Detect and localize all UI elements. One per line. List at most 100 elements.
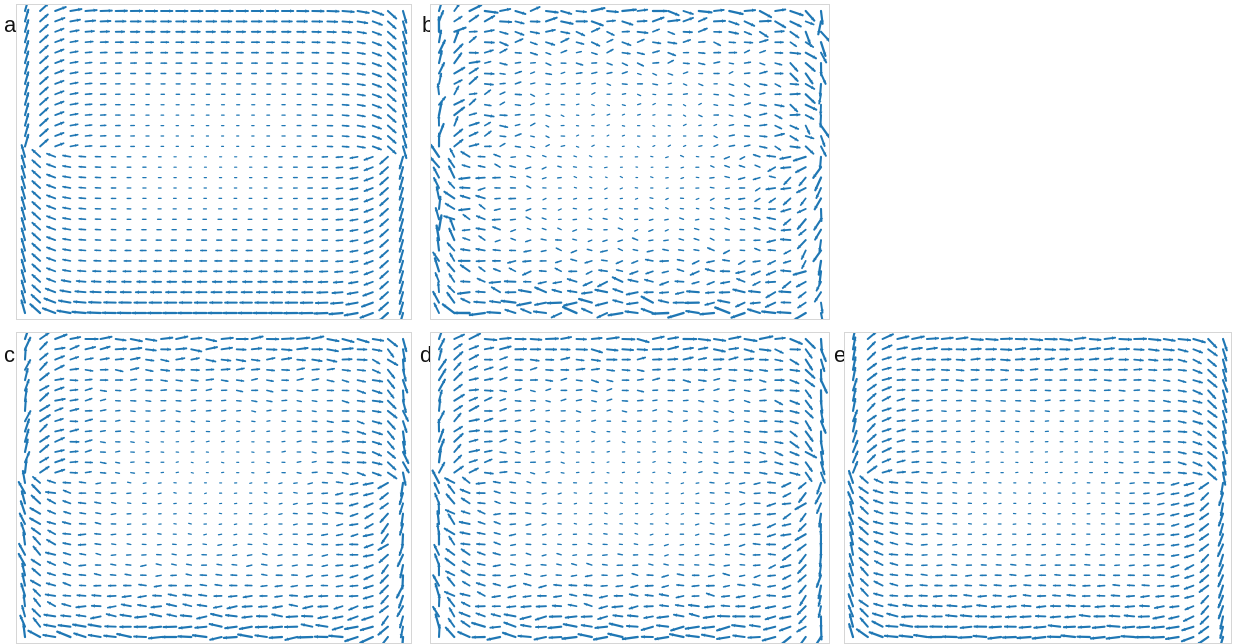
vector-arrow-head [779, 51, 783, 55]
vector-arrow-head [307, 218, 310, 221]
vector-arrow-head [392, 404, 396, 409]
vector-arrow-head [20, 270, 25, 274]
vector-arrow-head [795, 82, 799, 86]
vector-arrow-head [610, 63, 613, 66]
vector-arrow-head [158, 492, 160, 495]
vector-arrow-head [332, 30, 336, 34]
vector-arrow-head [764, 70, 767, 74]
vector-arrow-head [403, 377, 407, 381]
vector-arrow-head [392, 35, 396, 39]
vector-arrow-head [769, 199, 773, 203]
vector-arrow-head [201, 239, 204, 242]
vector-arrow-head [695, 187, 697, 189]
vector-arrow-head [299, 400, 302, 403]
vector-arrow-head [687, 380, 691, 383]
vector-arrow-head [392, 97, 396, 102]
vector-arrow-head [134, 300, 138, 305]
vector-arrow-head [781, 228, 785, 232]
vector-arrow-head [753, 154, 757, 157]
vector-arrow-head [193, 104, 195, 106]
vector-arrow-head [694, 228, 697, 230]
vector-arrow-head [194, 300, 198, 305]
vector-arrow-head [733, 379, 736, 382]
vector-arrow-head [253, 441, 254, 443]
vector-arrow-head [20, 197, 25, 201]
vector-arrow-head [781, 336, 785, 340]
vector-arrow-head [62, 268, 66, 272]
vector-arrow-head [293, 523, 295, 526]
vector-arrow-head [204, 177, 206, 179]
vector-arrow-head [479, 267, 482, 270]
vector-arrow-head [293, 218, 295, 220]
vector-arrow-head [177, 441, 179, 443]
vector-arrow-head [111, 207, 113, 210]
vector-arrow-head [589, 155, 591, 157]
vector-arrow-head [95, 155, 98, 158]
vector-arrow-head [685, 135, 686, 137]
vector-arrow-head [701, 135, 703, 137]
vector-arrow-head [680, 207, 682, 210]
vector-arrow-head [518, 81, 521, 84]
vector-arrow-head [336, 511, 339, 515]
vector-arrow-head [689, 11, 693, 15]
vector-arrow-head [380, 285, 384, 289]
vector-arrow-head [719, 290, 723, 295]
vector-arrow-head [494, 153, 497, 157]
vector-arrow-head [336, 564, 339, 567]
vector-arrow-head [332, 627, 337, 631]
vector-arrow-head [199, 9, 203, 13]
vector-arrow-head [364, 504, 368, 508]
vector-arrow-head [750, 301, 754, 305]
vector-arrow-head [362, 104, 365, 108]
vector-arrow-head [258, 280, 262, 284]
vector-arrow-head [74, 144, 78, 147]
vector-arrow-head [364, 198, 368, 203]
vector-arrow-head [716, 104, 718, 106]
vector-arrow-head [618, 227, 621, 230]
vector-arrow-head [553, 347, 557, 352]
vector-arrow-head [111, 533, 113, 536]
vector-arrow-head [781, 24, 786, 28]
vector-arrow-head [716, 93, 719, 96]
vector-arrow-head [582, 9, 586, 14]
vector-arrow-head [362, 93, 365, 97]
vector-arrow-head [268, 104, 270, 106]
vector-arrow-head [438, 73, 443, 77]
vector-arrow-head [681, 167, 683, 169]
vector-arrow-head [239, 72, 242, 75]
vector-arrow-head [686, 309, 690, 314]
vector-arrow-head [474, 30, 477, 34]
vector-arrow-head [149, 636, 153, 640]
vector-arrow-head [449, 218, 453, 223]
vector-arrow-head [362, 72, 365, 76]
vector-arrow-head [648, 239, 651, 242]
vector-arrow-head [672, 367, 675, 371]
vector-arrow-head [322, 502, 325, 505]
vector-arrow-head [299, 451, 301, 453]
vector-arrow-head [554, 336, 558, 341]
vector-arrow-head [564, 389, 567, 392]
vector-arrow-head [59, 299, 63, 303]
vector-arrow-head [721, 281, 725, 285]
vector-arrow-head [74, 102, 78, 106]
vector-arrow-head [79, 248, 82, 252]
vector-arrow-head [204, 187, 205, 189]
vector-arrow-head [242, 358, 246, 363]
vector-arrow-head [44, 14, 48, 18]
vector-arrow-head [490, 346, 494, 350]
vector-arrow-head [118, 114, 121, 116]
vector-arrow-head [445, 203, 450, 207]
vector-arrow-head [315, 471, 318, 474]
vector-arrow-head [314, 410, 317, 413]
vector-arrow-head [716, 83, 718, 85]
vector-arrow-head [651, 166, 652, 168]
vector-arrow-head [573, 198, 575, 200]
vector-arrow-head [142, 533, 144, 535]
vector-arrow-head [573, 166, 575, 168]
vector-arrow-head [380, 254, 384, 258]
vector-arrow-head [63, 542, 66, 545]
vector-arrow-head [32, 254, 36, 258]
vector-arrow-head [127, 187, 129, 189]
vector-arrow-head [548, 52, 551, 55]
vector-arrow-head [292, 564, 295, 567]
